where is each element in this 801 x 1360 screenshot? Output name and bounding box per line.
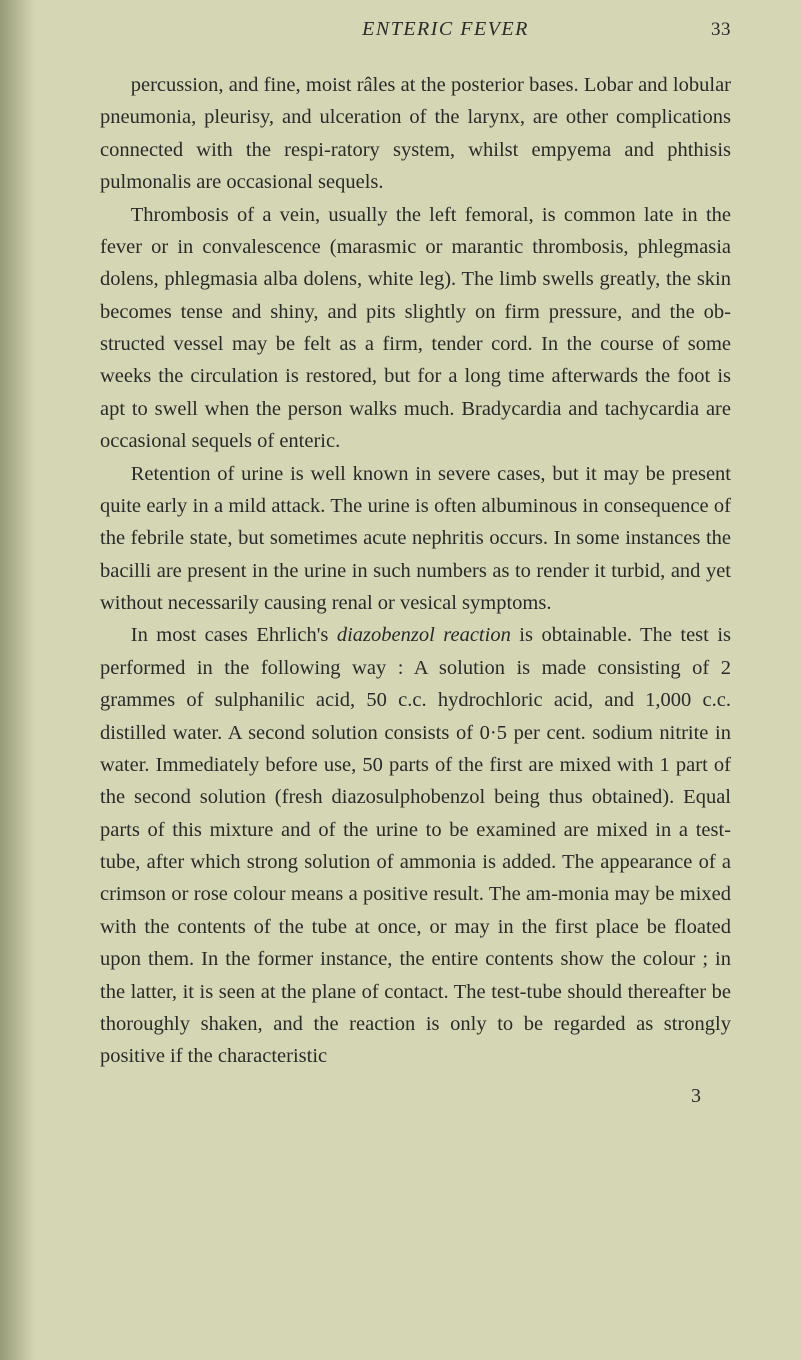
p4-text-before: In most cases Ehrlich's xyxy=(131,624,337,646)
paragraph-2: Thrombosis of a vein, usually the left f… xyxy=(100,199,731,458)
paragraph-4: In most cases Ehrlich's diazobenzol reac… xyxy=(100,619,731,1072)
page-container: ENTERIC FEVER 33 percussion, and fine, m… xyxy=(0,0,801,1148)
page-header: ENTERIC FEVER 33 xyxy=(100,18,731,41)
paragraph-3: Retention of urine is well known in seve… xyxy=(100,458,731,620)
p4-italic-term: diazobenzol reaction xyxy=(337,624,511,646)
body-text: percussion, and fine, moist râles at the… xyxy=(100,69,731,1073)
running-title: ENTERIC FEVER xyxy=(100,18,711,41)
p4-text-after: is obtainable. The test is performed in … xyxy=(100,624,731,1067)
paragraph-1: percussion, and fine, moist râles at the… xyxy=(100,69,731,199)
page-number: 33 xyxy=(711,19,731,41)
signature-mark: 3 xyxy=(100,1085,731,1108)
